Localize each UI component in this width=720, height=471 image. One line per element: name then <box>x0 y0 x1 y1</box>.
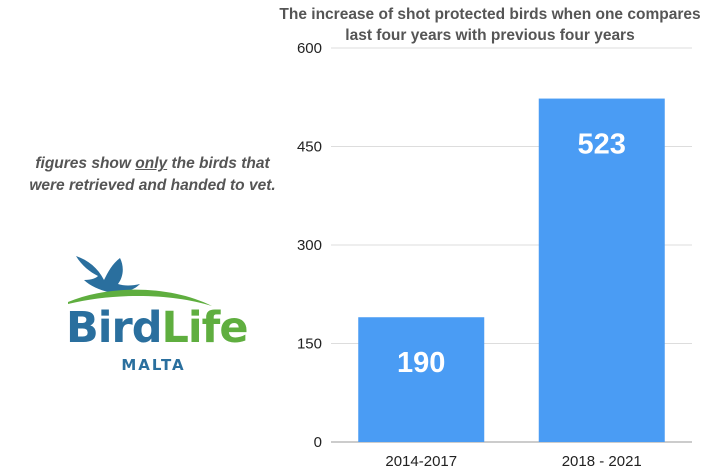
logo-word-bird: Bird <box>66 303 163 353</box>
footnote-line-1: figures show only the birds that <box>0 153 305 175</box>
y-axis-ticks: 0 150 300 450 600 <box>297 40 322 451</box>
logo-wordmark: BirdLife <box>66 303 249 353</box>
chart-title: The increase of shot protected birds whe… <box>270 4 710 46</box>
footnote: figures show only the birds that were re… <box>0 153 305 197</box>
chart-title-line-1: The increase of shot protected birds whe… <box>279 6 701 23</box>
logo-subtitle: MALTA <box>121 356 186 374</box>
footnote-text-start: figures show <box>35 155 136 172</box>
x-axis-ticks: 2014-2017 2018 - 2021 <box>385 453 641 470</box>
x-tick-label: 2014-2017 <box>385 453 457 470</box>
y-tick-label: 300 <box>297 237 322 254</box>
bar-2 <box>538 98 665 443</box>
chart-title-line-2: last four years with previous four years <box>345 27 635 44</box>
x-tick-label: 2018 - 2021 <box>562 453 642 470</box>
bar-1 <box>358 317 485 442</box>
footnote-line-2: were retrieved and handed to vet. <box>29 177 276 194</box>
y-tick-label: 0 <box>314 434 322 451</box>
bar-value-label: 523 <box>578 129 626 161</box>
bar-value-label: 190 <box>397 347 445 379</box>
birdlife-malta-logo: BirdLife MALTA <box>62 250 249 380</box>
chart-bars: 190 523 <box>358 98 665 443</box>
footnote-emphasis: only <box>135 155 168 172</box>
footnote-text-end: the birds that <box>167 155 270 172</box>
y-tick-label: 600 <box>297 40 322 57</box>
logo-word-life: Life <box>161 303 249 353</box>
bird-emblem-icon <box>68 256 212 306</box>
y-tick-label: 150 <box>297 336 322 353</box>
y-tick-label: 450 <box>297 139 322 156</box>
